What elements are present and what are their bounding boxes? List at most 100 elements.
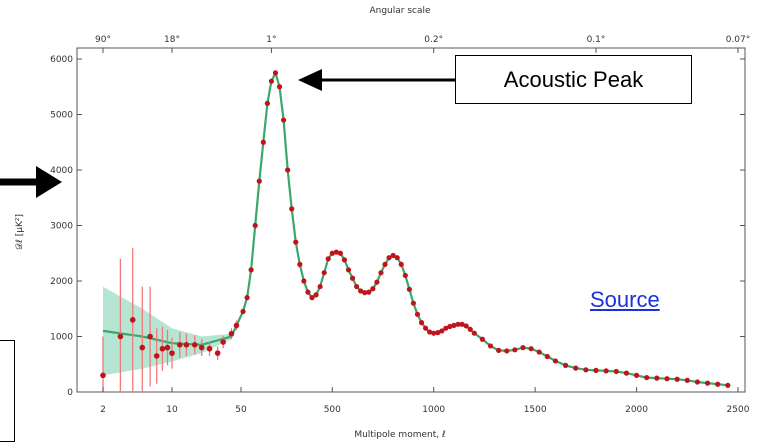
data-point xyxy=(117,333,124,340)
data-point xyxy=(459,321,465,327)
data-point xyxy=(164,344,171,351)
acoustic-peak-callout: Acoustic Peak xyxy=(455,55,692,104)
x-tick-label: 2 xyxy=(100,405,106,415)
data-point xyxy=(402,272,408,279)
data-points xyxy=(100,70,731,388)
data-point xyxy=(418,320,425,326)
data-point xyxy=(301,278,307,284)
data-point xyxy=(410,300,417,306)
data-point xyxy=(228,330,235,337)
data-point xyxy=(325,256,331,262)
data-point xyxy=(358,288,364,294)
top-axis-title: Angular scale xyxy=(369,6,431,16)
data-point xyxy=(305,289,311,295)
data-point xyxy=(694,379,701,385)
data-point xyxy=(276,84,283,90)
data-point xyxy=(684,377,690,383)
top-tick-label: 0.2° xyxy=(424,35,443,45)
data-point xyxy=(206,345,213,352)
plot-frame xyxy=(76,47,746,393)
data-point xyxy=(374,279,380,285)
data-point xyxy=(272,70,279,76)
data-point xyxy=(169,350,175,356)
data-point xyxy=(633,372,640,378)
uncertainty-band xyxy=(103,286,243,376)
data-point xyxy=(198,344,205,351)
data-point xyxy=(715,381,721,387)
data-point xyxy=(281,117,287,123)
y-tick-label: 3000 xyxy=(50,222,73,232)
data-point xyxy=(439,328,445,334)
data-point xyxy=(100,372,106,379)
data-point xyxy=(443,325,449,331)
data-point xyxy=(159,345,166,352)
x-tick-label: 1500 xyxy=(524,405,547,415)
data-point xyxy=(654,375,660,381)
top-tick-label: 90° xyxy=(95,35,111,45)
data-point xyxy=(293,239,299,245)
data-point xyxy=(153,353,160,359)
data-point xyxy=(467,326,473,332)
data-point xyxy=(349,275,356,281)
data-point xyxy=(317,283,323,290)
data-point xyxy=(354,283,360,290)
y-tick-label: 5000 xyxy=(50,111,73,121)
y-tick-label: 4000 xyxy=(50,166,73,176)
data-point xyxy=(260,139,266,145)
source-link[interactable]: Source xyxy=(590,287,660,312)
data-point xyxy=(390,252,396,259)
callout-arrow xyxy=(298,69,455,91)
data-point xyxy=(297,261,303,267)
data-point xyxy=(512,347,518,353)
y-tick-label: 0 xyxy=(67,388,73,398)
data-point xyxy=(321,270,327,276)
data-point xyxy=(504,348,510,354)
data-point xyxy=(562,362,569,368)
data-point xyxy=(214,350,221,356)
data-point xyxy=(191,342,198,348)
callout-label: Acoustic Peak xyxy=(503,66,644,92)
data-point xyxy=(544,353,550,360)
data-point xyxy=(333,249,339,255)
data-point xyxy=(435,330,441,336)
cosmic-variance-band xyxy=(103,286,243,376)
x-tick-label: 1000 xyxy=(422,405,445,415)
data-point xyxy=(289,206,295,212)
data-point xyxy=(664,376,670,382)
y-axis-title: 𝒟ℓ [μK²] xyxy=(15,214,25,250)
data-point xyxy=(370,286,376,292)
data-point xyxy=(583,367,589,373)
x-tick-label: 2500 xyxy=(727,405,750,415)
data-point xyxy=(309,295,315,301)
data-point xyxy=(129,317,136,323)
y-tick-label: 6000 xyxy=(50,55,73,65)
data-point xyxy=(573,365,579,371)
data-point xyxy=(139,344,146,351)
data-point xyxy=(487,343,494,349)
plot-border xyxy=(76,47,746,393)
data-point xyxy=(451,322,457,328)
data-point xyxy=(423,325,429,331)
data-point xyxy=(463,323,469,329)
data-point xyxy=(593,367,599,373)
data-point xyxy=(414,311,421,317)
data-point xyxy=(623,370,630,376)
data-point xyxy=(455,321,461,327)
partial-box xyxy=(0,340,15,442)
x-tick-label: 10 xyxy=(166,405,178,415)
data-point xyxy=(406,286,412,292)
x-tick-label: 50 xyxy=(235,405,247,415)
data-point xyxy=(329,250,335,256)
data-point xyxy=(285,167,291,173)
top-tick-label: 18° xyxy=(164,35,180,45)
data-point xyxy=(613,368,619,375)
data-point xyxy=(248,267,254,273)
data-point xyxy=(240,308,246,315)
data-point xyxy=(256,178,262,184)
data-point xyxy=(431,330,437,336)
data-point xyxy=(233,322,240,329)
data-point xyxy=(147,333,153,340)
data-point xyxy=(704,380,711,386)
data-point xyxy=(382,261,388,267)
